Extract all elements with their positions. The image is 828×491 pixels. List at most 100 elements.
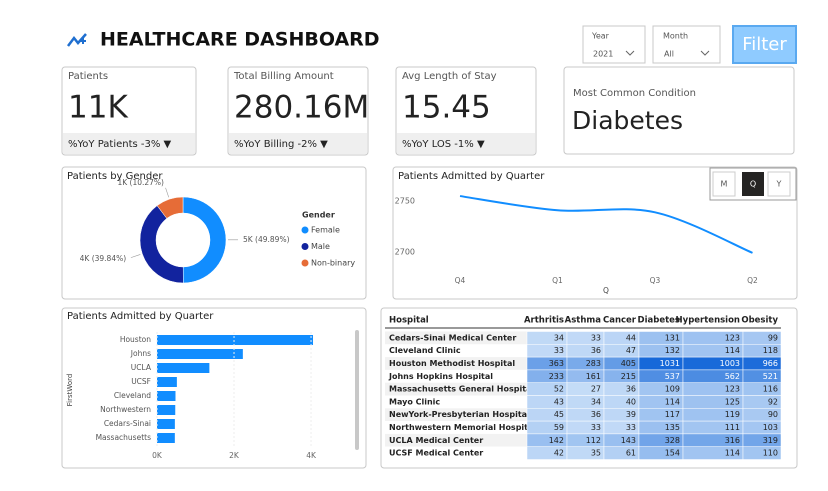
cell-value: 328 [665, 436, 680, 445]
cell-value: 34 [554, 333, 564, 342]
filter-button-label[interactable]: Filter [742, 34, 787, 55]
bar [157, 349, 243, 359]
chart-title: Patients Admitted by Quarter [398, 171, 545, 182]
chart-title: Patients Admitted by Quarter [67, 311, 214, 322]
y-tick-label: Houston [120, 335, 151, 344]
data-label: 1K (10.27%) [117, 178, 164, 187]
cell-value: 33 [591, 333, 601, 342]
cell-value: 117 [665, 410, 680, 419]
y-tick-label: 2750 [395, 197, 415, 206]
leader-line [165, 187, 170, 198]
cell-value: 42 [554, 449, 564, 458]
kpi-footer [397, 133, 535, 154]
row-background [385, 433, 527, 447]
bar [157, 363, 210, 373]
data-label: 5K (49.89%) [243, 235, 290, 244]
filter-button[interactable] [732, 25, 797, 64]
cell-value: 123 [725, 333, 740, 342]
cell-value: 119 [725, 410, 740, 419]
cell-value: 27 [591, 385, 601, 394]
legend-label: Female [311, 226, 340, 235]
row-background [385, 408, 527, 422]
period-button[interactable] [712, 171, 736, 197]
cell-value: 1031 [660, 359, 680, 368]
table-header: Hypertension [676, 316, 740, 326]
cell-value: 90 [768, 410, 778, 419]
hospital-name: Cedars-Sinai Medical Center [389, 333, 516, 342]
cell-value: 143 [621, 436, 636, 445]
bar-card [61, 307, 367, 469]
legend-label: Male [311, 242, 330, 251]
x-tick-label: Q3 [650, 276, 661, 285]
legend-label: Non-binary [311, 259, 355, 268]
dashboard-title: HEALTHCARE DASHBOARD [100, 29, 380, 51]
y-tick-label: Northwestern [100, 405, 151, 414]
kpi-value: 280.16M [234, 90, 369, 126]
x-tick-label: Q4 [455, 276, 466, 285]
cell-value: 562 [725, 372, 740, 381]
row-background [385, 357, 527, 370]
legend-title: Gender [302, 211, 335, 220]
year-slicer[interactable] [582, 25, 646, 64]
x-axis-title: Q [603, 286, 609, 295]
kpi-change: %YoY Patients -3% ▼ [68, 139, 172, 150]
table-header: Obesity [741, 316, 778, 326]
table-header: Hospital [389, 316, 429, 326]
cell-value: 36 [591, 410, 601, 419]
kpi-value: 11K [68, 90, 128, 126]
cell-value: 47 [626, 346, 636, 355]
cell-value: 92 [768, 397, 778, 406]
period-button[interactable] [767, 171, 791, 197]
period-button[interactable] [742, 172, 764, 196]
kpi-value: 15.45 [402, 90, 491, 126]
cell-value: 35 [591, 449, 601, 458]
cell-value: 142 [549, 436, 564, 445]
kpi-label: Patients [68, 71, 108, 82]
kpi-footer [63, 133, 195, 154]
bar [157, 391, 176, 401]
row-background [385, 344, 527, 358]
hospital-name: UCLA Medical Center [389, 436, 483, 445]
year-value[interactable]: 2021 [593, 50, 613, 59]
month-slicer[interactable] [652, 25, 721, 64]
bar [157, 335, 314, 345]
cell-value: 52 [554, 385, 564, 394]
cell-value: 33 [626, 423, 636, 432]
hospital-name: Massachusetts General Hospital [389, 385, 534, 394]
kpi-label: Avg Length of Stay [402, 71, 497, 82]
row-background [385, 382, 527, 396]
cell-value: 1003 [720, 359, 740, 368]
scrollbar[interactable] [355, 330, 359, 450]
cell-value: 36 [591, 346, 601, 355]
data-label: 4K (39.84%) [80, 254, 127, 263]
cell-value: 43 [554, 397, 564, 406]
y-tick-label: UCSF [131, 377, 151, 386]
cell-value: 537 [665, 372, 680, 381]
period-button-label[interactable]: Q [750, 180, 756, 189]
cell-value: 36 [626, 385, 636, 394]
period-button-label[interactable]: Y [776, 180, 782, 189]
y-tick-label: Cleveland [114, 391, 151, 400]
cell-value: 405 [621, 359, 636, 368]
row-background [385, 369, 527, 383]
row-background [385, 395, 527, 409]
kpi-footer [229, 133, 367, 154]
cell-value: 233 [549, 372, 564, 381]
table-header: Cancer [603, 316, 637, 326]
cell-value: 33 [591, 423, 601, 432]
heat-cell [742, 446, 782, 460]
line-card [392, 166, 798, 300]
cell-value: 135 [665, 423, 680, 432]
hospital-name: Northwestern Memorial Hospital [389, 423, 536, 432]
month-value[interactable]: All [664, 50, 674, 59]
month-label: Month [663, 32, 688, 41]
cell-value: 103 [763, 423, 778, 432]
cell-value: 59 [554, 423, 564, 432]
hospital-name: Cleveland Clinic [389, 346, 461, 355]
legend-swatch [301, 226, 309, 234]
cell-value: 215 [621, 372, 636, 381]
cell-value: 521 [763, 372, 778, 381]
period-button-label[interactable]: M [721, 180, 728, 189]
cell-value: 110 [763, 449, 778, 458]
